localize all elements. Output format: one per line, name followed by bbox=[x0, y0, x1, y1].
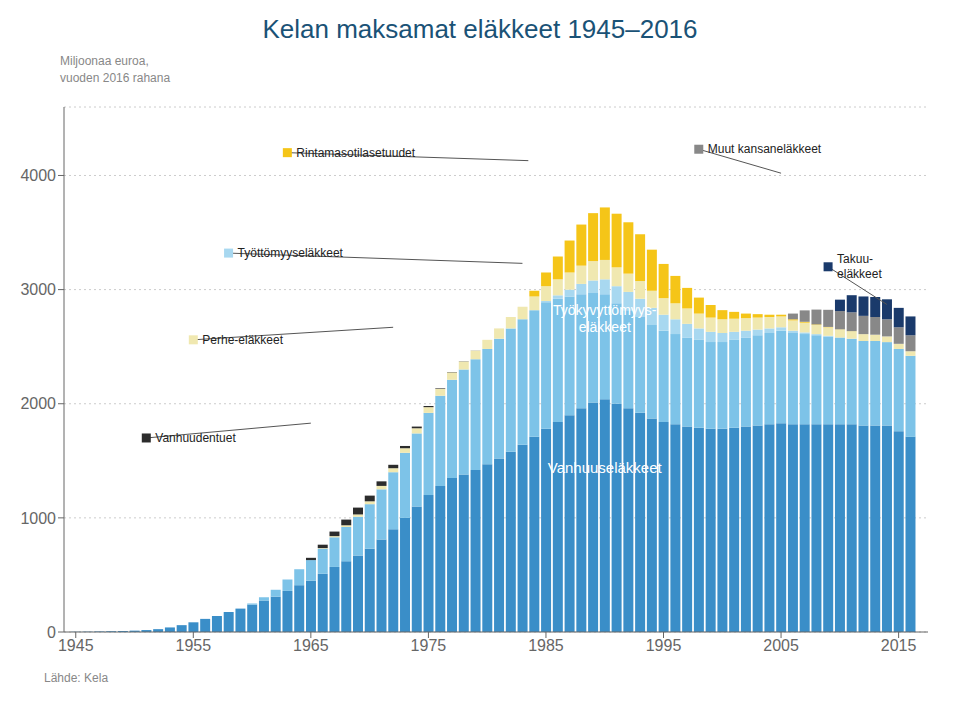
svg-text:4000: 4000 bbox=[20, 167, 56, 184]
html-text:Lähde: Kela: Lähde: Kela bbox=[44, 670, 109, 685]
svg-text:1985: 1985 bbox=[528, 637, 564, 654]
svg-text:2015: 2015 bbox=[881, 637, 917, 654]
svg-text:Perhe-eläkkeet: Perhe-eläkkeet bbox=[202, 332, 283, 346]
svg-text:1945: 1945 bbox=[58, 637, 94, 654]
svg-text:Työkyvyttömyys-eläkkeet: Työkyvyttömyys-eläkkeet bbox=[553, 301, 657, 334]
svg-text:Muut kansaneläkkeet: Muut kansaneläkkeet bbox=[708, 142, 822, 156]
svg-text:1965: 1965 bbox=[293, 637, 329, 654]
svg-text:Vanhuudentuet: Vanhuudentuet bbox=[155, 431, 236, 445]
svg-text:2005: 2005 bbox=[763, 637, 799, 654]
svg-text:1995: 1995 bbox=[646, 637, 682, 654]
svg-text:1000: 1000 bbox=[20, 509, 56, 526]
svg-text:Takuu-eläkkeet: Takuu-eläkkeet bbox=[837, 252, 882, 281]
svg-text:Työttömyyseläkkeet: Työttömyyseläkkeet bbox=[238, 246, 344, 260]
svg-text:Vanhuuseläkkeet: Vanhuuseläkkeet bbox=[548, 458, 663, 475]
svg-text:3000: 3000 bbox=[20, 281, 56, 298]
svg-text:1975: 1975 bbox=[411, 637, 447, 654]
svg-text:0: 0 bbox=[47, 623, 56, 640]
svg-text:Rintamasotilasetuudet: Rintamasotilasetuudet bbox=[296, 145, 415, 159]
svg-text:2000: 2000 bbox=[20, 395, 56, 412]
svg-text:1955: 1955 bbox=[176, 637, 212, 654]
html-text:Miljoonaa euroa, vuoden 2016 r: Miljoonaa euroa, vuoden 2016 rahana bbox=[60, 54, 171, 85]
html-text:Kelan maksamat eläkkeet 1945–2: Kelan maksamat eläkkeet 1945–2016 bbox=[262, 14, 698, 44]
